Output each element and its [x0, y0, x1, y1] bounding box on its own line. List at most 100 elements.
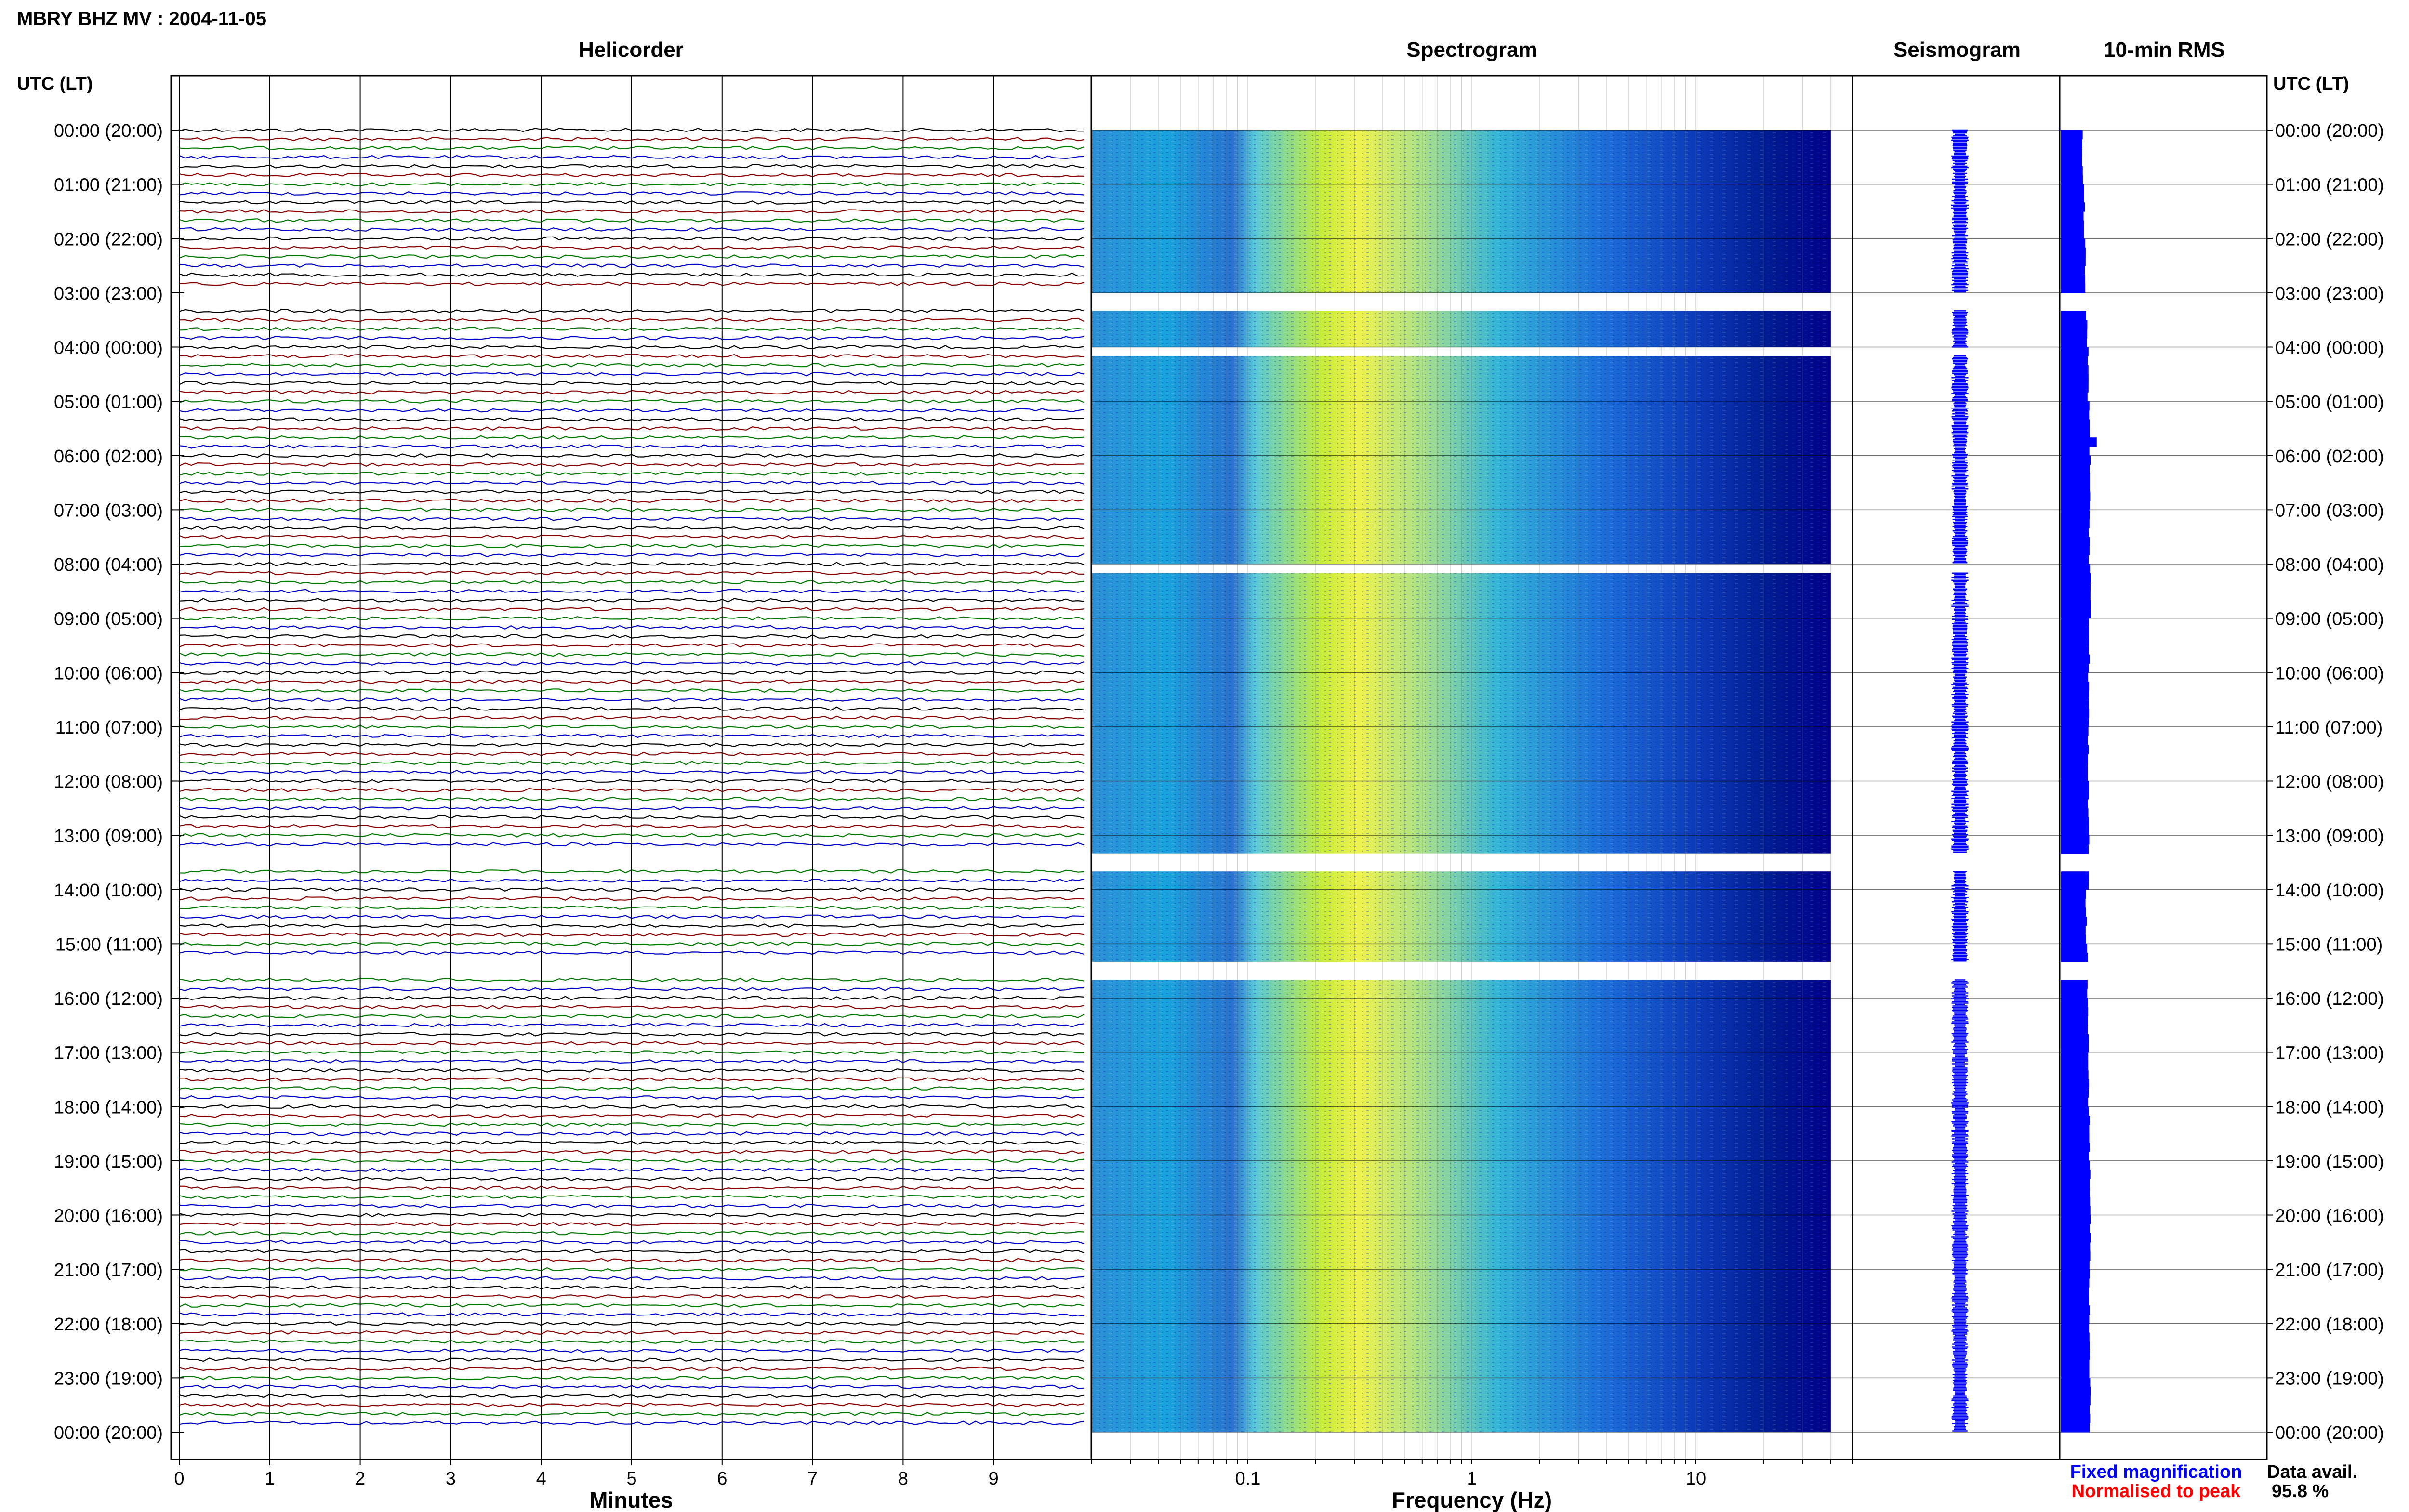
minute-tick-label: 3: [446, 1469, 456, 1489]
rms-bar: [2061, 1160, 2090, 1170]
rms-bar: [2061, 1332, 2090, 1342]
rms-bar: [2061, 980, 2088, 989]
rms-bar: [2061, 925, 2086, 935]
rms-bar: [2061, 410, 2090, 420]
left-time-label: 07:00 (03:00): [54, 500, 163, 521]
station-title: MBRY BHZ MV : 2004-11-05: [17, 8, 266, 29]
right-time-label: 05:00 (01:00): [2275, 392, 2384, 412]
rms-bar: [2061, 1251, 2091, 1261]
rms-bar: [2061, 455, 2091, 465]
rms-bar: [2061, 618, 2089, 628]
rms-bar: [2061, 510, 2090, 519]
seismogram-trace: [1951, 129, 1969, 293]
left-time-label: 02:00 (22:00): [54, 229, 163, 250]
rms-title: 10-min RMS: [2104, 38, 2225, 62]
rms-bar: [2061, 401, 2090, 411]
rms-bar: [2061, 663, 2089, 673]
right-time-header: UTC (LT): [2273, 74, 2349, 94]
minute-tick-label: 4: [536, 1469, 546, 1489]
right-time-label: 11:00 (07:00): [2275, 718, 2383, 738]
rms-bar: [2061, 880, 2089, 890]
spectrogram-texture: [1092, 311, 1831, 347]
rms-bar: [2061, 483, 2091, 492]
rms-bar: [2061, 1152, 2089, 1161]
left-time-label: 04:00 (00:00): [54, 338, 163, 358]
rms-bar: [2061, 527, 2089, 538]
rms-bar: [2061, 600, 2091, 610]
rms-bar: [2061, 1034, 2089, 1044]
rms-bar: [2061, 347, 2089, 356]
rms-bar: [2061, 537, 2090, 546]
rms-bar: [2061, 998, 2088, 1008]
rms-bar: [2061, 1278, 2090, 1288]
rms-panel: [2061, 130, 2097, 1433]
rms-bar: [2061, 1296, 2090, 1306]
rms-bar: [2061, 374, 2089, 384]
rms-bar: [2061, 654, 2090, 664]
rms-bar: [2061, 446, 2090, 456]
rms-bar: [2061, 826, 2089, 836]
rms-bar: [2061, 220, 2084, 230]
right-time-label: 06:00 (02:00): [2275, 447, 2384, 467]
left-time-label: 21:00 (17:00): [54, 1260, 163, 1280]
rms-bar: [2061, 392, 2088, 402]
right-time-label: 02:00 (22:00): [2275, 229, 2384, 250]
rms-bar: [2061, 1170, 2091, 1179]
rms-bar: [2061, 953, 2088, 962]
seismogram-trace: [1951, 355, 1969, 564]
seismogram-panel: [1951, 129, 1969, 1432]
spectrogram-texture: [1092, 356, 1831, 564]
rms-bar: [2061, 284, 2086, 293]
left-time-label: 23:00 (19:00): [54, 1368, 163, 1389]
right-time-label: 15:00 (11:00): [2275, 934, 2383, 955]
rms-bar: [2061, 320, 2088, 329]
rms-frame: [2059, 75, 2268, 1460]
rms-bar: [2061, 500, 2091, 510]
rms-bar: [2061, 636, 2089, 646]
left-time-label: 00:00 (20:00): [54, 121, 163, 141]
rms-bar: [2061, 989, 2088, 999]
rms-bar: [2061, 763, 2088, 773]
minute-tick-label: 2: [355, 1469, 365, 1489]
rms-bar: [2061, 437, 2097, 447]
rms-bar: [2061, 609, 2091, 619]
rms-bar: [2061, 699, 2089, 709]
right-time-label: 01:00 (21:00): [2275, 175, 2384, 196]
left-time-label: 05:00 (01:00): [54, 392, 163, 412]
left-time-label: 06:00 (02:00): [54, 447, 163, 467]
rms-bar: [2061, 419, 2090, 429]
left-time-label: 18:00 (14:00): [54, 1097, 163, 1118]
spectrogram-title: Spectrogram: [1406, 38, 1537, 62]
rms-bar: [2061, 1052, 2089, 1062]
rms-bar: [2061, 1061, 2089, 1071]
left-time-label: 13:00 (09:00): [54, 826, 163, 846]
right-time-label: 20:00 (16:00): [2275, 1206, 2384, 1226]
left-time-label: 19:00 (15:00): [54, 1152, 163, 1172]
left-time-label: 20:00 (16:00): [54, 1206, 163, 1226]
rms-bar: [2061, 184, 2084, 194]
rms-bar: [2061, 1242, 2091, 1252]
spectrogram-texture: [1092, 573, 1831, 854]
helicorder-panel: [171, 76, 1085, 1459]
rms-bar: [2061, 338, 2087, 347]
rms-bar: [2061, 917, 2087, 926]
minute-tick-label: 5: [626, 1469, 636, 1489]
rms-bar: [2061, 356, 2088, 366]
rms-bar: [2061, 1260, 2090, 1270]
rms-bar: [2061, 1341, 2090, 1351]
frequency-tick-label: 0.1: [1235, 1469, 1261, 1489]
rms-bar: [2061, 690, 2090, 700]
rms-bar: [2061, 383, 2089, 393]
right-time-label: 18:00 (14:00): [2275, 1097, 2384, 1118]
right-time-label: 23:00 (19:00): [2275, 1368, 2384, 1389]
rms-bar: [2061, 1395, 2091, 1406]
left-time-label: 11:00 (07:00): [55, 718, 163, 738]
left-time-label: 10:00 (06:00): [54, 663, 163, 684]
rms-bar: [2061, 835, 2090, 845]
rms-bar: [2061, 211, 2084, 221]
rms-bar: [2061, 1196, 2091, 1207]
legend-normalised-to-peak: Normalised to peak: [2072, 1481, 2241, 1501]
rms-bar: [2061, 1116, 2090, 1125]
right-time-label: 10:00 (06:00): [2275, 663, 2384, 684]
